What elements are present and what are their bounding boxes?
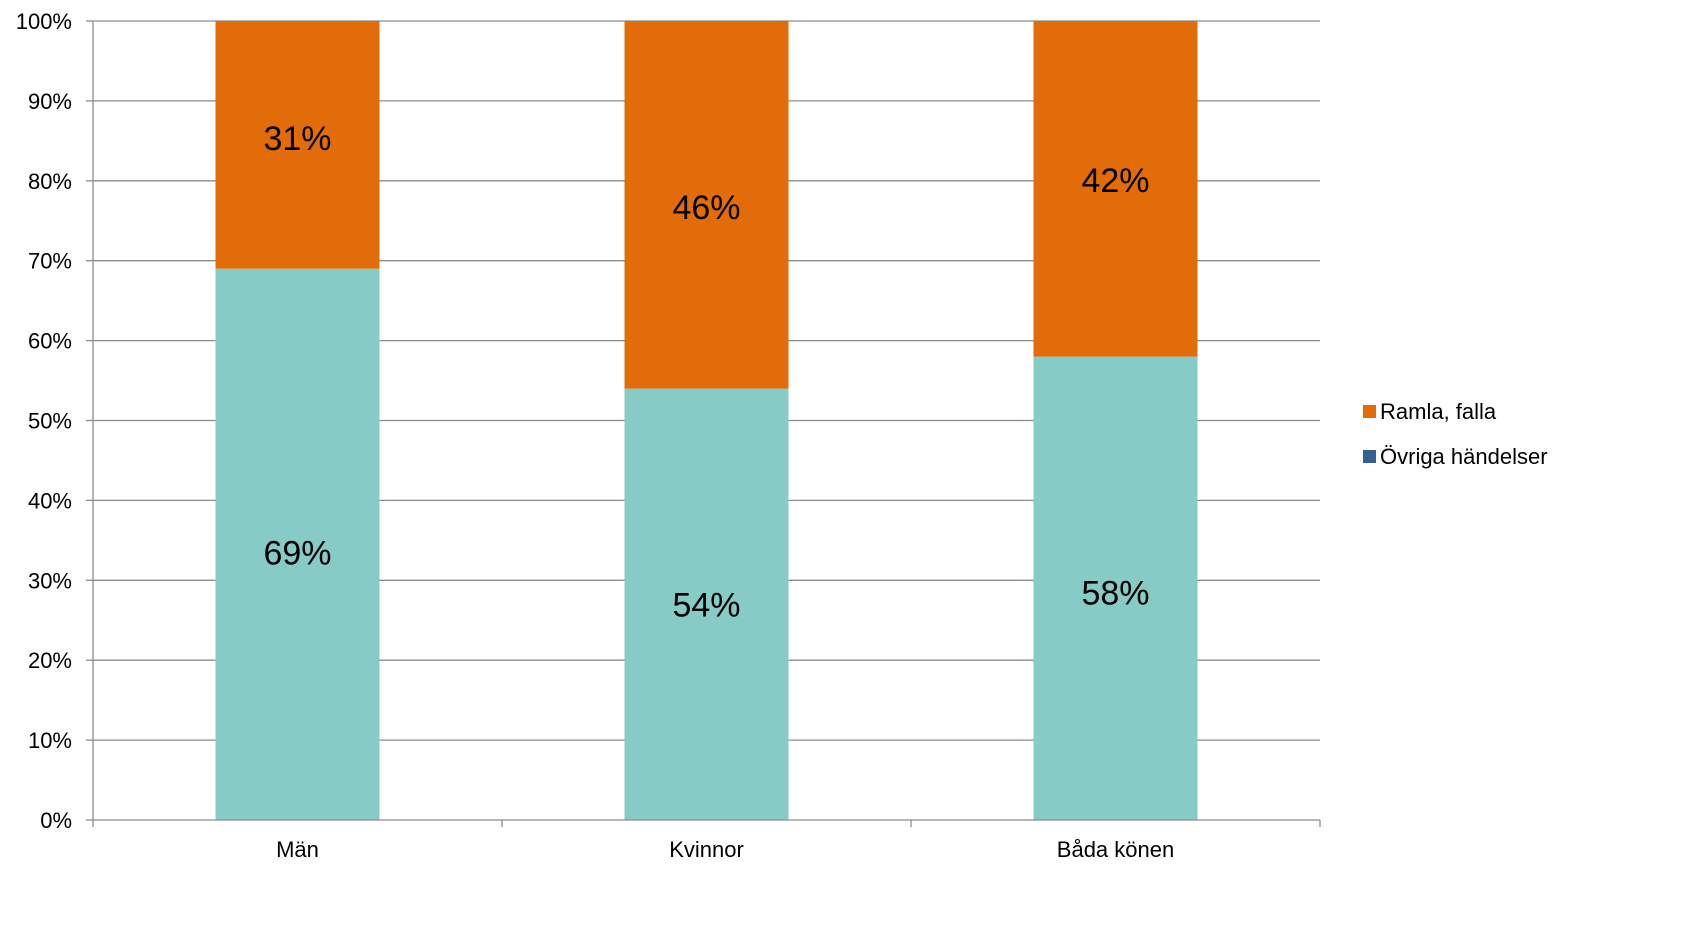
y-tick-label: 50% — [28, 409, 72, 434]
axes — [86, 20, 1321, 827]
y-tick-label: 10% — [28, 728, 72, 753]
data-label: 42% — [1081, 162, 1149, 200]
y-tick-label: 100% — [16, 9, 72, 34]
data-label: 69% — [263, 534, 331, 572]
x-tick-label: Kvinnor — [669, 837, 744, 862]
bar-segment-ovriga — [215, 268, 380, 820]
y-tick-label: 30% — [28, 568, 72, 593]
data-label: 58% — [1081, 574, 1149, 612]
y-tick-label: 0% — [40, 808, 72, 833]
legend-swatch-ovriga — [1363, 450, 1376, 463]
bar-segment-ovriga — [1033, 356, 1198, 820]
x-tick-label: Båda könen — [1057, 837, 1174, 862]
legend: Ramla, falla Övriga händelser — [1363, 399, 1548, 469]
data-label: 46% — [672, 189, 740, 227]
data-label: 31% — [263, 120, 331, 158]
y-tick-labels: 0% 10% 20% 30% 40% 50% 60% 70% 80% 90% 100% — [16, 9, 72, 833]
y-tick-label: 70% — [28, 249, 72, 274]
y-tick-label: 20% — [28, 648, 72, 673]
bar-segment-ramla — [215, 21, 380, 269]
x-tick-labels: Män Kvinnor Båda könen — [276, 837, 1174, 862]
y-tick-label: 40% — [28, 488, 72, 513]
bars — [215, 21, 1198, 820]
y-tick-label: 90% — [28, 89, 72, 114]
data-labels: 69% 31% 54% 46% 58% 42% — [263, 120, 1149, 624]
y-tick-label: 80% — [28, 169, 72, 194]
legend-swatch-ramla — [1363, 405, 1376, 418]
bar-segment-ramla — [624, 21, 789, 389]
bar-segment-ramla — [1033, 21, 1198, 357]
legend-label-ovriga: Övriga händelser — [1380, 444, 1548, 469]
bar-segment-ovriga — [624, 388, 789, 820]
x-tick-label: Män — [276, 837, 319, 862]
data-label: 54% — [672, 586, 740, 624]
legend-label-ramla: Ramla, falla — [1380, 399, 1497, 424]
y-tick-label: 60% — [28, 329, 72, 354]
